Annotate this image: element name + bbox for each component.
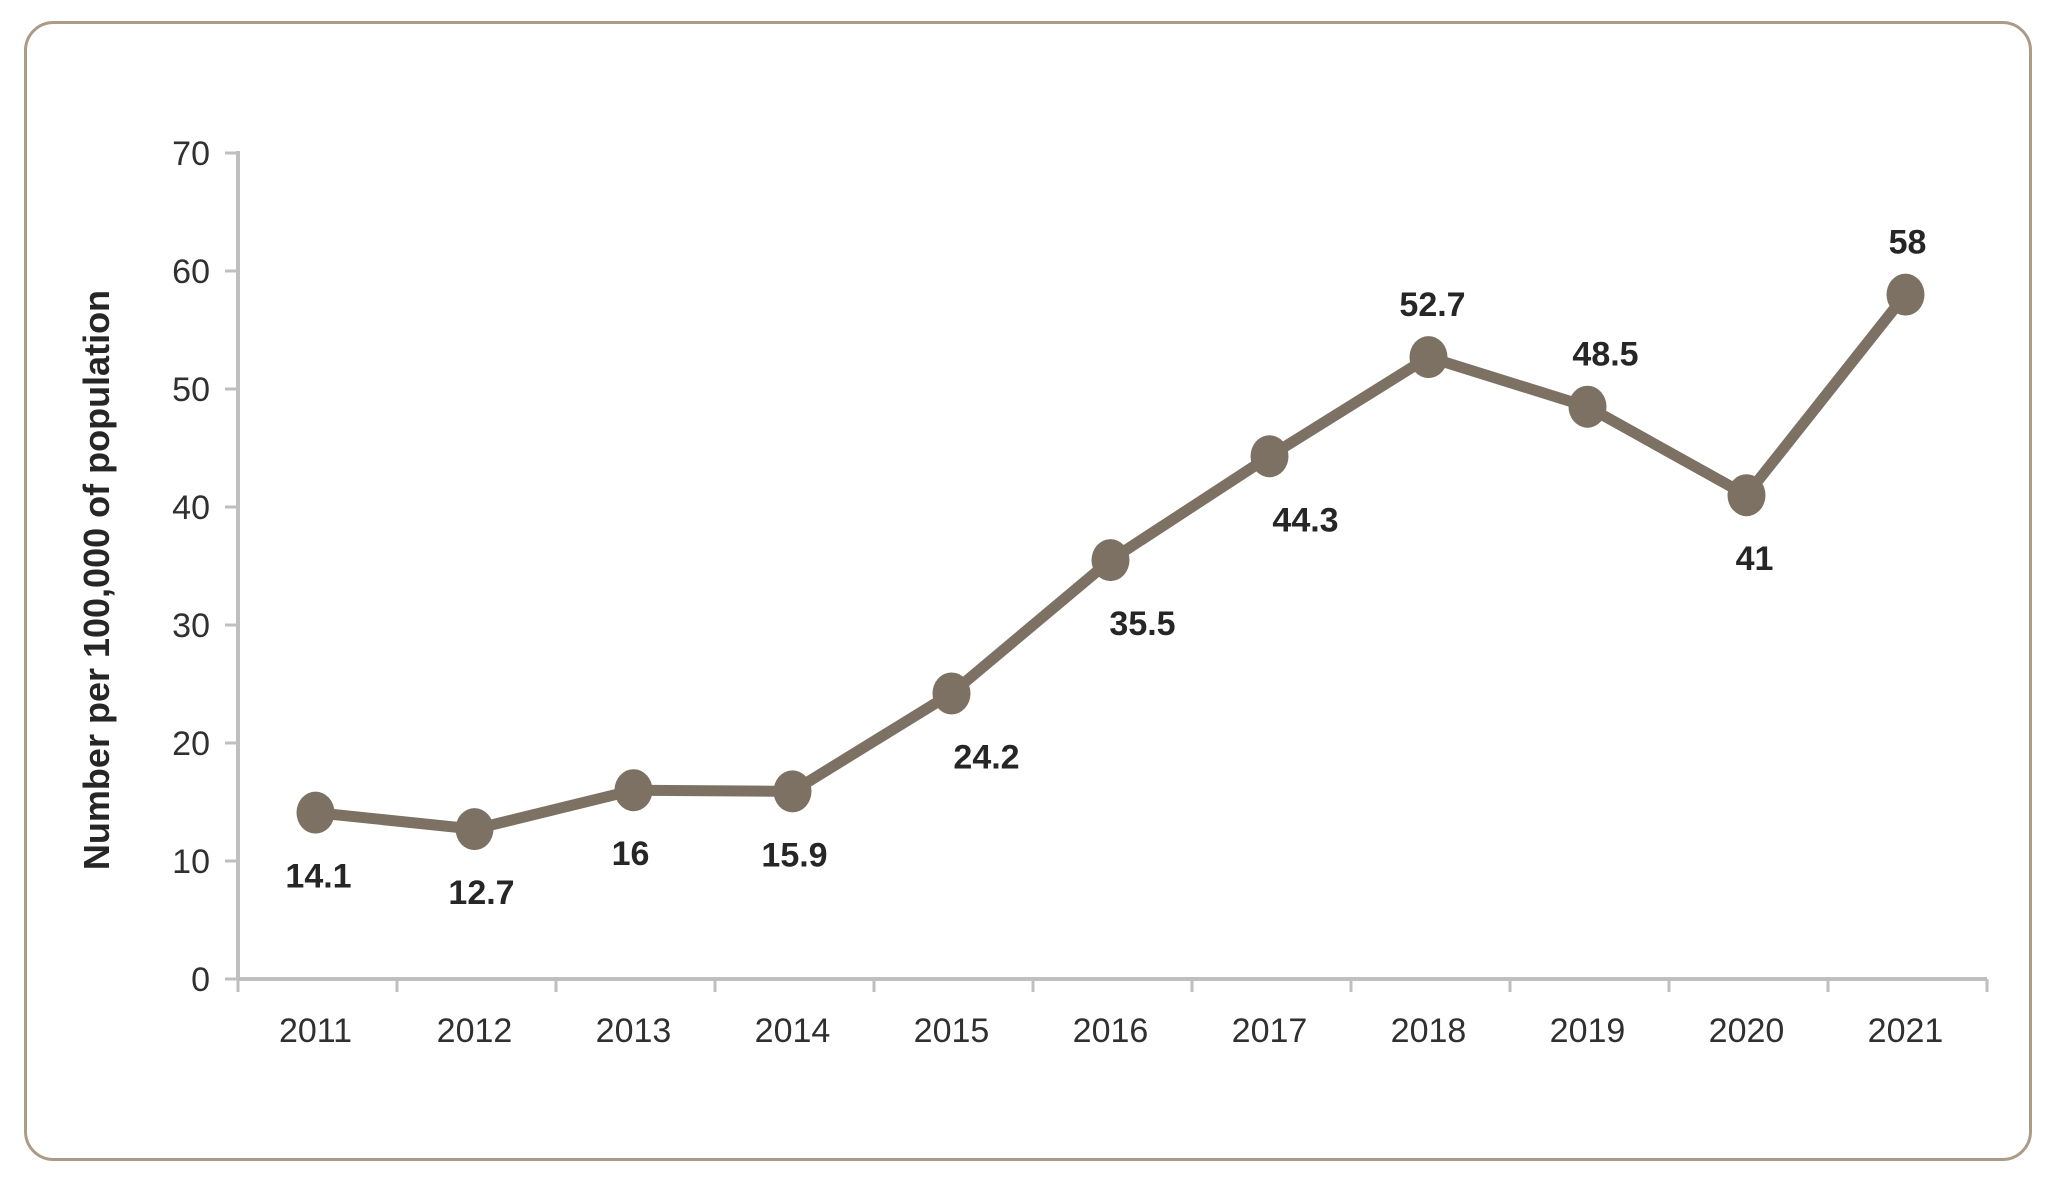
data-value-label: 15.9 xyxy=(761,836,827,874)
data-point-markers xyxy=(296,273,1925,851)
data-point-marker xyxy=(455,808,494,851)
data-point-marker xyxy=(1727,474,1766,517)
y-axis-title: Number per 100,000 of population xyxy=(76,290,117,870)
data-value-label: 24.2 xyxy=(953,738,1019,776)
x-axis: 2011 2012 2013 2014 2015 2016 2017 2018 2019 2020… xyxy=(236,977,1989,1050)
data-value-label: 48.5 xyxy=(1572,336,1638,374)
data-point-marker xyxy=(1568,385,1607,428)
data-point-marker xyxy=(1886,273,1925,316)
data-value-label: 12.7 xyxy=(448,874,514,912)
y-tick-label: 70 xyxy=(172,135,210,173)
data-value-label: 16 xyxy=(612,835,650,873)
y-tick-label: 40 xyxy=(172,489,210,527)
x-tick-label: 2020 xyxy=(1709,1012,1785,1050)
x-tick-label: 2017 xyxy=(1232,1012,1308,1050)
data-point-marker xyxy=(773,770,812,813)
data-value-label: 52.7 xyxy=(1399,286,1465,324)
y-axis: 0 10 20 30 40 50 60 70 xyxy=(172,135,240,999)
data-value-label: 35.5 xyxy=(1109,605,1175,643)
y-tick-label: 30 xyxy=(172,607,210,645)
data-point-marker xyxy=(1250,435,1289,478)
y-tick-label: 60 xyxy=(172,253,210,291)
data-value-label: 58 xyxy=(1889,224,1927,262)
x-tick-label: 2018 xyxy=(1391,1012,1467,1050)
x-tick-label: 2012 xyxy=(437,1012,513,1050)
x-tick-label: 2011 xyxy=(279,1012,352,1050)
x-tick-label: 2015 xyxy=(914,1012,990,1050)
data-point-marker xyxy=(1091,539,1130,582)
y-tick-label: 20 xyxy=(172,725,210,763)
x-tick-label: 2021 xyxy=(1868,1012,1944,1050)
x-tick-label: 2016 xyxy=(1073,1012,1149,1050)
x-tick-label: 2019 xyxy=(1550,1012,1626,1050)
data-value-label: 14.1 xyxy=(285,858,351,896)
data-point-marker xyxy=(296,791,335,834)
y-tick-label: 10 xyxy=(172,843,210,881)
card-border xyxy=(24,21,2032,1161)
data-point-marker xyxy=(932,672,971,715)
y-tick-label: 50 xyxy=(172,371,210,409)
data-point-marker xyxy=(1409,336,1448,379)
data-point-marker xyxy=(614,769,653,812)
data-value-label: 41 xyxy=(1736,540,1774,578)
x-tick-label: 2014 xyxy=(755,1012,831,1050)
x-tick-label: 2013 xyxy=(596,1012,672,1050)
data-value-labels: 14.1 12.7 16 15.9 24.2 35.5 44.3 52.7 48.5 41 58 xyxy=(285,224,1926,913)
data-value-label: 44.3 xyxy=(1272,501,1338,539)
y-tick-label: 0 xyxy=(191,961,210,999)
